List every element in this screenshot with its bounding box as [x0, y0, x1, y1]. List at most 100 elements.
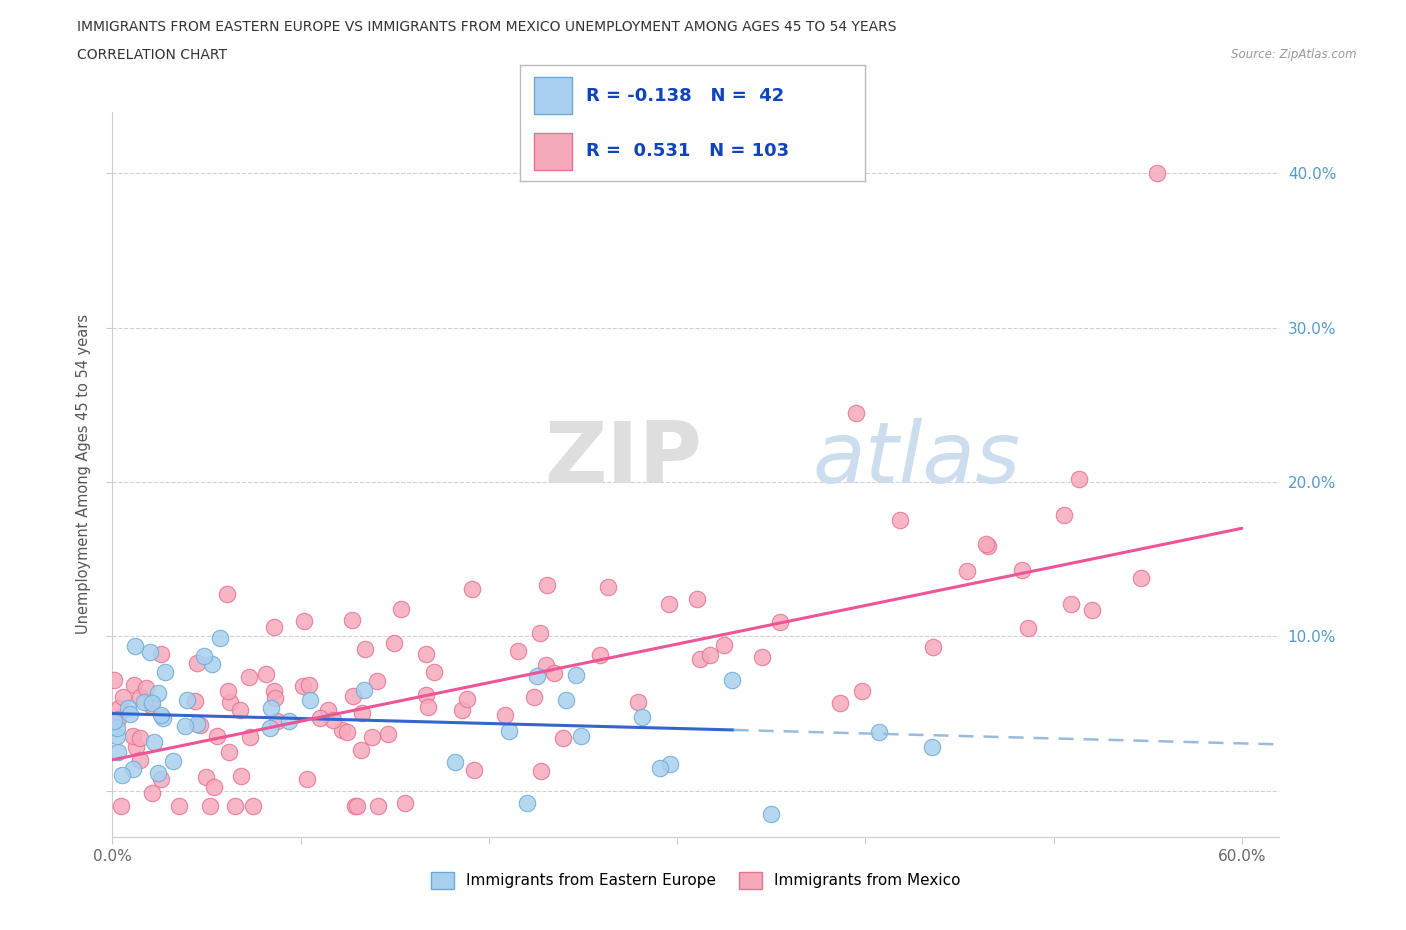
Point [103, 713, 125, 728]
Point [188, 718, 211, 733]
Point [415, 646, 437, 661]
Point [1060, 596, 1083, 611]
Point [598, 579, 620, 594]
Point [124, 639, 146, 654]
Point [183, 694, 205, 709]
Point [260, 700, 283, 715]
Point [555, 693, 578, 708]
Point [342, 688, 364, 703]
Point [103, 672, 125, 687]
Point [689, 652, 711, 667]
Point [627, 695, 650, 710]
Point [423, 665, 446, 680]
Point [367, 799, 389, 814]
Point [460, 582, 482, 597]
Point [494, 708, 516, 723]
Point [336, 724, 359, 739]
Point [205, 729, 228, 744]
Point [1146, 166, 1168, 180]
Text: CORRELATION CHART: CORRELATION CHART [77, 48, 228, 62]
Point [297, 678, 319, 693]
Point [201, 657, 224, 671]
Point [135, 681, 157, 696]
Point [112, 690, 135, 705]
Point [569, 728, 592, 743]
Point [107, 744, 129, 759]
Point [516, 795, 538, 810]
Point [139, 698, 162, 712]
Point [889, 512, 911, 527]
Point [148, 685, 170, 700]
Point [309, 711, 332, 725]
Point [107, 700, 129, 715]
Point [215, 586, 238, 601]
Point [291, 679, 314, 694]
Point [150, 708, 173, 723]
Point [394, 795, 416, 810]
Point [263, 690, 285, 705]
Point [530, 764, 553, 778]
Point [828, 696, 851, 711]
Point [769, 615, 792, 630]
Point [350, 743, 373, 758]
Point [122, 678, 145, 693]
Point [150, 647, 173, 662]
Text: IMMIGRANTS FROM EASTERN EUROPE VS IMMIGRANTS FROM MEXICO UNEMPLOYMENT AMONG AGES: IMMIGRANTS FROM EASTERN EUROPE VS IMMIGR… [77, 20, 897, 34]
Point [565, 668, 588, 683]
Point [344, 799, 367, 814]
Point [868, 724, 890, 739]
Point [761, 806, 783, 821]
Point [263, 619, 285, 634]
Point [152, 711, 174, 725]
Point [342, 613, 364, 628]
Point [195, 769, 218, 784]
Point [176, 693, 198, 708]
Y-axis label: Unemployment Among Ages 45 to 54 years: Unemployment Among Ages 45 to 54 years [76, 314, 91, 634]
Point [360, 729, 382, 744]
Point [198, 799, 221, 814]
Point [1017, 620, 1039, 635]
Point [208, 631, 231, 645]
Point [845, 405, 868, 420]
Point [139, 644, 162, 659]
Point [650, 761, 672, 776]
Point [117, 700, 139, 715]
Point [1011, 563, 1033, 578]
Point [217, 684, 239, 698]
Text: R =  0.531   N = 103: R = 0.531 N = 103 [586, 141, 789, 160]
Point [193, 648, 215, 663]
Text: R = -0.138   N =  42: R = -0.138 N = 42 [586, 86, 785, 105]
Point [529, 625, 551, 640]
Text: ZIP: ZIP [544, 418, 702, 501]
Point [118, 707, 141, 722]
Point [242, 799, 264, 814]
Point [186, 717, 208, 732]
Point [146, 765, 169, 780]
Point [107, 712, 129, 727]
Point [551, 730, 574, 745]
Point [141, 696, 163, 711]
Point [153, 664, 176, 679]
Point [534, 658, 557, 672]
Point [1053, 508, 1076, 523]
Point [1081, 603, 1104, 618]
Point [107, 729, 129, 744]
Point [259, 721, 281, 736]
Point [366, 674, 388, 689]
Point [316, 702, 339, 717]
Point [630, 709, 652, 724]
Point [277, 713, 299, 728]
Point [686, 591, 709, 606]
Point [977, 538, 1000, 553]
Point [224, 799, 246, 814]
Point [231, 768, 253, 783]
Point [350, 705, 373, 720]
Bar [534, 77, 572, 114]
Point [219, 694, 242, 709]
Point [330, 723, 353, 737]
Point [111, 768, 134, 783]
Text: atlas: atlas [813, 418, 1021, 501]
Point [143, 735, 166, 750]
Point [498, 724, 520, 738]
Point [263, 684, 285, 698]
